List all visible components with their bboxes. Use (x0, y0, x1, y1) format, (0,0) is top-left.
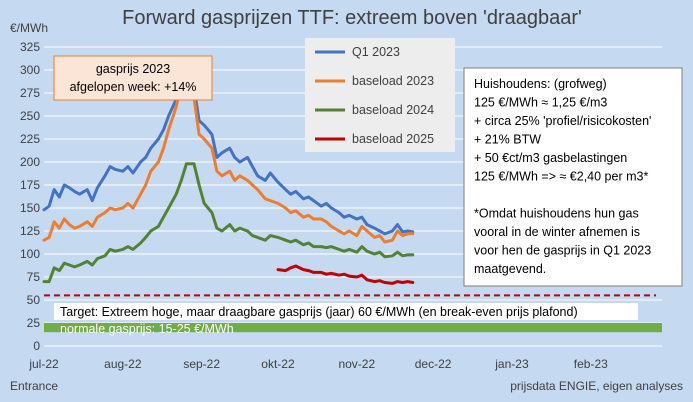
y-tick-label: 150 (20, 201, 40, 215)
x-axis-tick-labels: jul-22 aug-22 sep-22 okt-22 nov-22 dec-22 jan-… (28, 357, 608, 371)
y-tick-label: 325 (20, 40, 40, 54)
weekly-change-line-1: gasprijs 2023 (96, 62, 170, 76)
x-tick-label: sep-22 (183, 357, 220, 371)
y-axis-tick-labels: 0 25 50 75 100 125 150 175 200 225 250 275 300 325 (20, 40, 40, 353)
legend-items: Q1 2023 baseload 2023 baseload 2024 baseloa… (315, 45, 434, 146)
x-tick-label: nov-22 (338, 357, 375, 371)
info-line: + 21% BTW (474, 133, 541, 147)
info-line: 125 €/MWh => ≈ €2,40 per m3* (474, 170, 648, 184)
info-line: + 50 €ct/m3 gasbelastingen (474, 151, 627, 165)
series-layer (42, 63, 415, 285)
target-text: Target: Extreem hoge, maar draagbare gas… (60, 305, 578, 319)
x-tick-label: okt-22 (261, 357, 295, 371)
y-tick-label: 175 (20, 178, 40, 192)
y-tick-label: 75 (27, 270, 41, 284)
normal-price-text: normale gasprijs: 15-25 €/MWh (60, 322, 234, 336)
y-tick-label: 200 (20, 155, 40, 169)
series-line-1 (42, 63, 415, 244)
y-tick-label: 250 (20, 109, 40, 123)
y-tick-label: 275 (20, 86, 40, 100)
legend-label-1: baseload 2023 (352, 74, 434, 88)
info-line: *Omdat huishoudens hun gas (474, 207, 639, 221)
household-info-lines: Huishoudens: (grofweg) 125 €/MWh ≈ 1,25 €… (474, 77, 651, 276)
x-tick-label: feb-23 (574, 357, 608, 371)
x-tick-label: jan-23 (494, 357, 529, 371)
legend-label-0: Q1 2023 (352, 45, 400, 59)
series-line-3 (276, 264, 415, 285)
footer-left: Entrance (10, 379, 58, 393)
normal-price-band-layer (44, 323, 662, 333)
weekly-change-box: gasprijs 2023 afgelopen week: +14% (53, 55, 213, 101)
info-line: maatgevend. (474, 262, 546, 276)
info-line: 125 €/MWh ≈ 1,25 €/m3 (474, 96, 607, 110)
footer-right: prijsdata ENGIE, eigen analyses (510, 379, 683, 393)
x-tick-label: dec-22 (415, 357, 452, 371)
weekly-change-line-2: afgelopen week: +14% (70, 80, 197, 94)
y-tick-label: 225 (20, 132, 40, 146)
info-line: + circa 25% 'profiel/risicokosten' (474, 114, 651, 128)
info-line: voor hen de gasprijs in Q1 2023 (474, 244, 651, 258)
household-info-box: Huishoudens: (grofweg) 125 €/MWh ≈ 1,25 €… (463, 67, 683, 287)
normal-price-band (44, 323, 662, 333)
y-axis-label: €/MWh (10, 21, 48, 35)
legend-label-3: baseload 2025 (352, 132, 434, 146)
x-tick-label: aug-22 (104, 357, 142, 371)
x-tick-label: jul-22 (28, 357, 59, 371)
y-tick-label: 0 (33, 339, 40, 353)
legend: Q1 2023 baseload 2023 baseload 2024 baseloa… (305, 38, 455, 152)
y-tick-label: 100 (20, 247, 40, 261)
y-tick-label: 125 (20, 224, 40, 238)
series-line-2 (42, 162, 415, 284)
chart-title: Forward gasprijzen TTF: extreem boven 'd… (122, 7, 582, 29)
series-line-0 (42, 63, 415, 236)
y-tick-label: 300 (20, 63, 40, 77)
info-line: Huishoudens: (grofweg) (474, 77, 607, 91)
legend-background (305, 38, 455, 152)
target-text-box: Target: Extreem hoge, maar draagbare gas… (54, 303, 638, 320)
y-tick-label: 25 (27, 316, 41, 330)
y-tick-label: 50 (27, 293, 41, 307)
info-line: vooral in de winter afnemen is (474, 225, 640, 239)
legend-label-2: baseload 2024 (352, 103, 434, 117)
